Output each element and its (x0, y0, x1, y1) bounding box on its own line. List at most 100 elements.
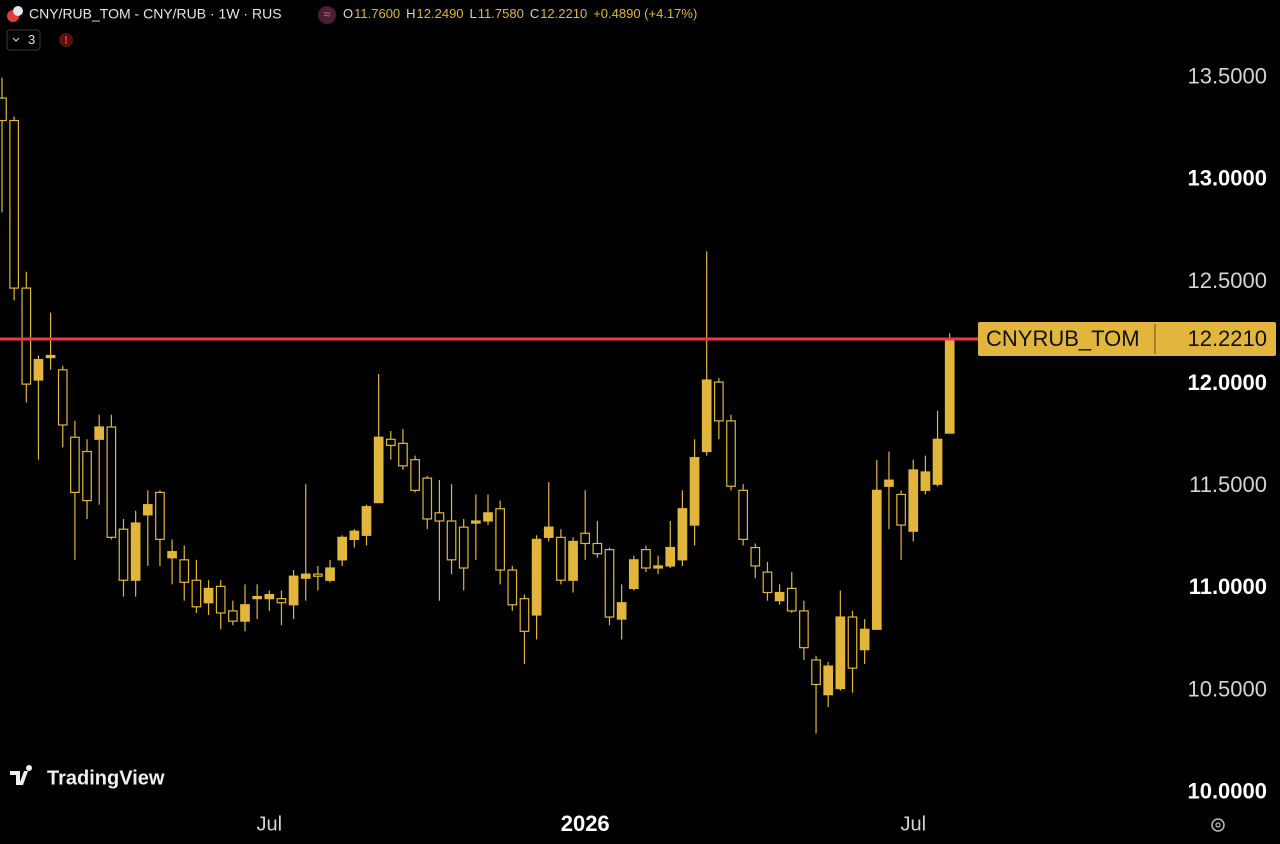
candle-body (410, 459, 420, 491)
candle-body (179, 559, 190, 583)
candle-body (240, 604, 250, 622)
candle-body (519, 598, 530, 632)
ohlc-header: O11.7600 H12.2490 L11.7580 C12.2210 +0.4890 … (343, 6, 697, 21)
settings-icon[interactable] (1211, 818, 1225, 832)
candle-body (142, 504, 153, 516)
x-tick-label: Jul (900, 813, 926, 835)
candle-body (483, 512, 493, 522)
candle-body (9, 119, 19, 289)
indicator-count: 3 (28, 32, 35, 47)
candle-body (325, 567, 335, 581)
candle-body (446, 520, 457, 561)
logo: TradingView (10, 764, 165, 789)
compare-icon[interactable]: ≈ (318, 6, 336, 24)
candle-body (604, 549, 615, 618)
candle-body (580, 532, 591, 545)
candle-body (45, 354, 56, 359)
candle-body (155, 491, 165, 540)
candle-body (21, 287, 32, 385)
candle-body (215, 585, 226, 614)
candle-body (944, 338, 955, 434)
candle-body (701, 379, 712, 453)
candle-body (592, 542, 603, 555)
candle-body (361, 506, 372, 536)
y-tick-label: 11.0000 (1189, 574, 1267, 599)
logo-text: TradingView (47, 767, 165, 789)
ohlc-high: 12.2490 (417, 6, 464, 21)
candle-body (738, 489, 749, 540)
candle-body (422, 477, 433, 520)
candle-body (932, 438, 943, 485)
candle-body (762, 571, 773, 594)
x-tick-label: Jul (257, 813, 283, 835)
x-tick-label: 2026 (561, 811, 610, 836)
price-tag (978, 321, 1276, 356)
svg-text:≈: ≈ (323, 6, 330, 21)
candle-body (653, 565, 663, 569)
candle-body (616, 602, 627, 620)
candle-body (458, 526, 469, 569)
candle-body (288, 575, 299, 606)
candle-body (167, 551, 177, 559)
warning-icon[interactable]: ! (59, 33, 73, 47)
candle-body (665, 546, 676, 567)
candle-body (799, 610, 809, 649)
chart-title: CNY/RUB_TOM - CNY/RUB · 1W · RUS (29, 6, 282, 22)
svg-text:!: ! (64, 34, 68, 46)
candle-body (252, 595, 262, 600)
price-tag-value: 12.2210 (1187, 326, 1267, 351)
y-tick-label: 13.5000 (1187, 63, 1267, 88)
candle-body (106, 426, 117, 538)
candle-body (896, 493, 906, 526)
candle-body (33, 358, 44, 381)
candle-body (118, 528, 129, 581)
candle-body (677, 508, 688, 561)
ohlc-c: C (530, 6, 539, 21)
y-tick-label: 13.0000 (1187, 166, 1267, 191)
candle-body (823, 665, 834, 696)
candle-body (835, 616, 846, 690)
candle-body (556, 536, 566, 581)
y-tick-label: 10.5000 (1187, 676, 1267, 701)
candle-body (531, 538, 542, 616)
candle-body (434, 512, 445, 522)
candle-body (313, 573, 323, 577)
candle-body (471, 520, 481, 524)
candle-body (920, 471, 931, 491)
ohlc-low: 11.7580 (478, 6, 524, 21)
candle-body (94, 426, 105, 440)
candle-body (786, 587, 797, 612)
candle-body (811, 659, 821, 686)
candle-body (628, 559, 639, 590)
candle-body (191, 579, 202, 608)
y-tick-label: 10.0000 (1187, 779, 1267, 804)
candle-body (203, 587, 214, 604)
candle-body (847, 616, 858, 669)
ohlc-o: O (343, 6, 353, 21)
y-tick-label: 12.5000 (1187, 268, 1267, 293)
candle-body (57, 369, 68, 426)
y-tick-label: 11.5000 (1189, 472, 1267, 497)
symbol-icon (7, 6, 23, 22)
candle-body (385, 438, 396, 447)
candle-body (641, 549, 651, 569)
candle-body (908, 469, 919, 532)
ohlc-change: +0.4890 (+4.17%) (593, 6, 697, 21)
candle-body (543, 526, 554, 538)
candle-body (82, 450, 92, 502)
candle-body (337, 536, 348, 561)
price-tag-name: CNYRUB_TOM (986, 326, 1140, 351)
candle-body (276, 598, 287, 604)
candle-body (300, 573, 311, 579)
indicator-toggle[interactable]: 3 (6, 29, 41, 51)
candle-body (495, 508, 505, 571)
candle-body (349, 530, 360, 540)
candle-body (871, 489, 882, 630)
candle-body (689, 457, 700, 526)
candle-body (884, 479, 894, 487)
candle-body (373, 436, 384, 504)
candle-body (774, 591, 785, 602)
candle-body (70, 436, 80, 493)
